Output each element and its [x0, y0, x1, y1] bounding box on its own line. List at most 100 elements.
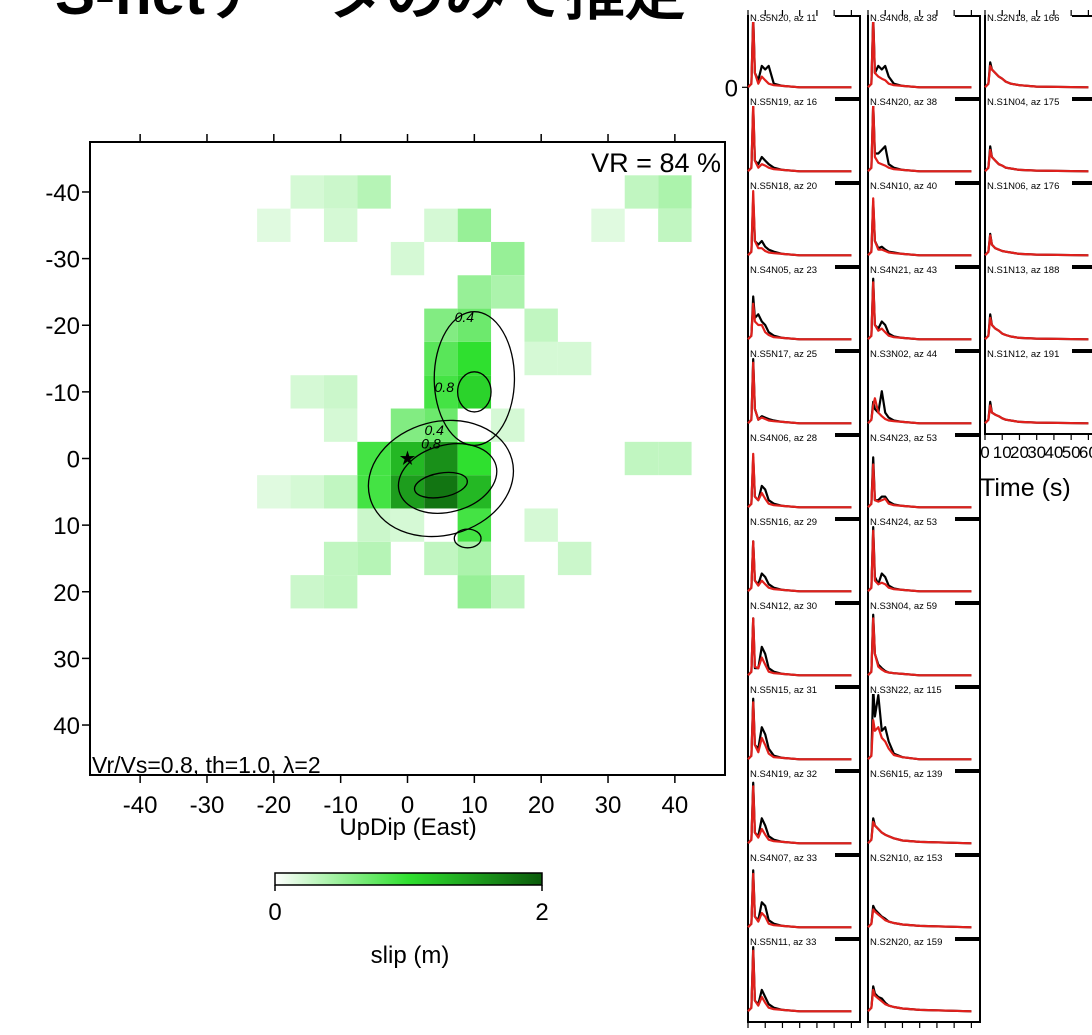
x-tick-label: 50 — [1062, 443, 1081, 462]
slip-cell — [357, 175, 391, 209]
station-label: N.S6N15, az 139 — [870, 769, 942, 780]
synthetic-trace — [867, 718, 972, 761]
x-tick-label: 30 — [1027, 443, 1046, 462]
station-label: N.S5N17, az 25 — [750, 349, 817, 360]
waveform-panel: N.S1N04, az 175 — [984, 96, 1092, 183]
panel-frame — [867, 351, 981, 435]
slip-cell — [290, 575, 324, 609]
synthetic-trace — [867, 988, 972, 1013]
waveform-panel: N.S4N19, az 32 — [747, 768, 861, 855]
x-axis-label: UpDip (East) — [339, 814, 476, 841]
station-label-bg — [749, 432, 835, 442]
slip-cell — [290, 175, 324, 209]
station-label: N.S4N12, az 30 — [750, 601, 817, 612]
station-label-bg — [986, 12, 1072, 22]
slip-cell — [424, 341, 458, 376]
waveform-panel: N.S5N16, az 29 — [747, 516, 861, 603]
panel-frame — [747, 771, 861, 855]
contour-label: 0.4 — [455, 309, 475, 325]
slip-cell — [424, 541, 458, 576]
synthetic-trace — [984, 148, 1089, 173]
waveform-panel: N.S4N05, az 23 — [747, 264, 861, 351]
synthetic-trace — [867, 197, 972, 257]
contour-label: 0.8 — [421, 436, 441, 452]
panel-frame — [867, 267, 981, 351]
synthetic-trace — [747, 701, 852, 761]
y-tick-label: 0 — [725, 75, 738, 102]
slip-cell — [424, 475, 458, 509]
synthetic-trace — [867, 617, 972, 677]
station-label: N.S2N18, az 166 — [987, 13, 1059, 24]
synthetic-trace — [747, 540, 852, 593]
synthetic-trace — [747, 18, 852, 89]
slip-cell — [424, 308, 458, 342]
station-label: N.S4N05, az 23 — [750, 265, 817, 276]
slip-cell — [257, 475, 291, 509]
waveform-panel: N.S2N10, az 153 — [867, 852, 981, 939]
waveform-panel: N.S6N15, az 139 — [867, 768, 981, 855]
station-label-bg — [749, 348, 835, 358]
x-tick-label: 10 — [993, 443, 1012, 462]
panel-frame — [867, 15, 981, 99]
slip-cell — [457, 341, 492, 376]
synthetic-trace — [867, 281, 972, 341]
waveform-panel: N.S3N02, az 44 — [867, 348, 981, 435]
waveform-panel: N.S4N24, az 53 — [867, 516, 981, 603]
colorbar-tick-label: 0 — [268, 899, 281, 926]
station-label: N.S4N24, az 53 — [870, 517, 937, 528]
station-label: N.S4N10, az 40 — [870, 181, 937, 192]
station-label: N.S5N18, az 20 — [750, 181, 817, 192]
hypocenter — [399, 450, 416, 465]
slip-cell — [524, 508, 558, 542]
slip-cell — [390, 241, 425, 276]
slip-cell — [323, 408, 358, 442]
panel-frame — [747, 687, 861, 771]
waveform-panel: N.S1N13, az 188 — [984, 264, 1092, 351]
panel-frame — [867, 855, 981, 939]
station-label: N.S2N20, az 159 — [870, 937, 942, 948]
slip-cell — [491, 275, 525, 309]
slip-cell — [624, 175, 659, 209]
station-label-bg — [869, 600, 955, 610]
station-label: N.S4N21, az 43 — [870, 265, 937, 276]
panel-frame — [984, 183, 1092, 267]
slip-cell — [457, 441, 492, 476]
page-title: S-netデータのみで推定 — [55, 0, 685, 27]
slip-cell — [491, 241, 525, 276]
station-label-bg — [749, 180, 835, 190]
x-tick-label: 0 — [980, 443, 989, 462]
slip-cell — [557, 341, 592, 376]
slip-cell — [457, 508, 492, 542]
synthetic-trace — [747, 302, 852, 341]
station-label: N.S3N22, az 115 — [870, 685, 942, 696]
panel-frame — [747, 519, 861, 603]
y-tick-label: -10 — [45, 380, 80, 407]
slip-cell — [424, 208, 458, 242]
y-tick-label: 10 — [53, 513, 80, 540]
synthetic-trace — [867, 18, 972, 89]
contour-line — [413, 471, 468, 499]
y-tick-label: 0 — [67, 447, 80, 474]
colorbar-label: slip (m) — [371, 942, 450, 969]
station-label-bg — [749, 768, 835, 778]
slip-cell — [357, 508, 391, 542]
x-tick-label: 0 — [401, 792, 414, 819]
y-tick-label: -30 — [45, 247, 80, 274]
x-tick-label: -30 — [190, 792, 225, 819]
waveform-panel: N.S4N06, az 28 — [747, 432, 861, 519]
x-tick-label: -20 — [256, 792, 291, 819]
synthetic-trace — [984, 64, 1089, 89]
station-label-bg — [749, 852, 835, 862]
slip-cell — [323, 375, 358, 409]
y-tick-label: 30 — [53, 646, 80, 673]
synthetic-trace — [867, 463, 972, 509]
panel-frame — [747, 15, 861, 99]
synthetic-trace — [747, 190, 852, 257]
station-label-bg — [869, 684, 955, 694]
station-label: N.S2N10, az 153 — [870, 853, 942, 864]
x-tick-label: 30 — [595, 792, 622, 819]
station-label: N.S4N06, az 28 — [750, 433, 817, 444]
station-label-bg — [749, 936, 835, 946]
